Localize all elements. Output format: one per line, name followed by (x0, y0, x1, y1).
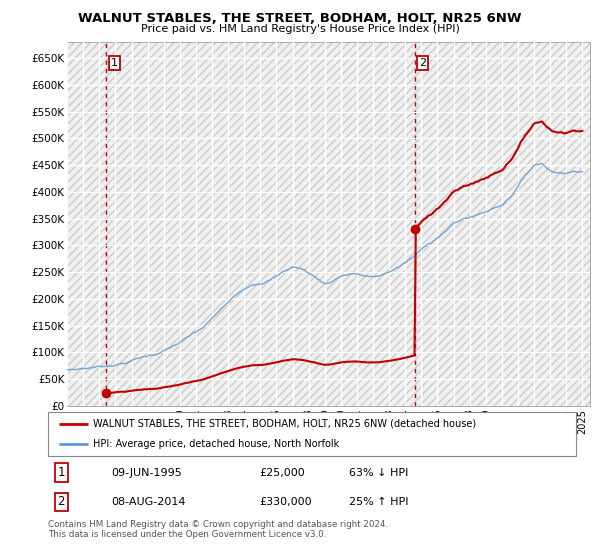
Text: 63% ↓ HPI: 63% ↓ HPI (349, 468, 409, 478)
Text: HPI: Average price, detached house, North Norfolk: HPI: Average price, detached house, Nort… (93, 439, 339, 449)
Text: 2: 2 (419, 58, 426, 68)
Text: 09-JUN-1995: 09-JUN-1995 (112, 468, 182, 478)
Text: Price paid vs. HM Land Registry's House Price Index (HPI): Price paid vs. HM Land Registry's House … (140, 24, 460, 34)
Text: 08-AUG-2014: 08-AUG-2014 (112, 497, 186, 507)
Text: Contains HM Land Registry data © Crown copyright and database right 2024.
This d: Contains HM Land Registry data © Crown c… (48, 520, 388, 539)
Text: £25,000: £25,000 (259, 468, 305, 478)
Text: 1: 1 (58, 466, 65, 479)
Text: 2: 2 (58, 495, 65, 508)
Text: £330,000: £330,000 (259, 497, 312, 507)
Text: WALNUT STABLES, THE STREET, BODHAM, HOLT, NR25 6NW: WALNUT STABLES, THE STREET, BODHAM, HOLT… (78, 12, 522, 25)
Text: 25% ↑ HPI: 25% ↑ HPI (349, 497, 409, 507)
FancyBboxPatch shape (48, 412, 576, 456)
Text: WALNUT STABLES, THE STREET, BODHAM, HOLT, NR25 6NW (detached house): WALNUT STABLES, THE STREET, BODHAM, HOLT… (93, 419, 476, 429)
Text: 1: 1 (110, 58, 118, 68)
